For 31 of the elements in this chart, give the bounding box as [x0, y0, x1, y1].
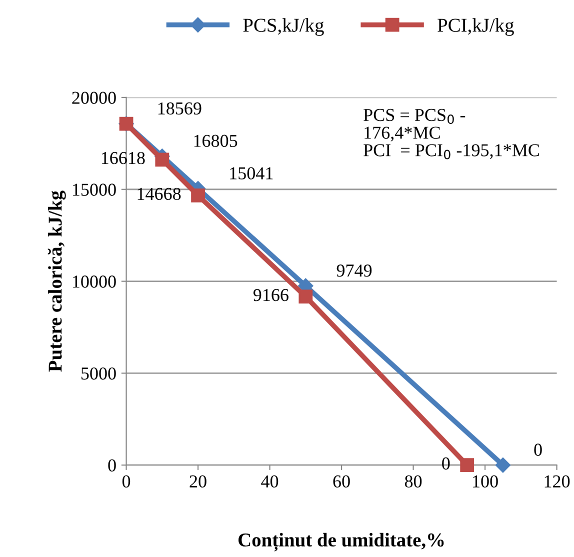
data-label: 0 — [534, 444, 542, 456]
y-tick-label: 0 — [108, 459, 116, 472]
data-label: 9166 — [253, 289, 288, 302]
x-tick-label: 80 — [404, 475, 422, 488]
x-tick-label: 20 — [190, 475, 206, 488]
point — [191, 188, 205, 202]
point — [298, 290, 313, 304]
x-tick-label: 100 — [473, 475, 498, 488]
y-tick-label: 10000 — [73, 276, 116, 288]
data-label: 16805 — [194, 134, 238, 147]
x-tick-label: 0 — [122, 475, 130, 488]
data-label: 9749 — [336, 264, 372, 277]
data-label: 16618 — [102, 152, 145, 164]
y-tick-label: 5000 — [81, 367, 116, 380]
data-label: 18569 — [158, 102, 202, 115]
x-axis-title: Conținut de umiditate,% — [238, 532, 444, 552]
x-tick-label: 60 — [333, 475, 350, 488]
data-label: 0 — [442, 457, 450, 470]
legend-label: PCS,kJ/kg — [243, 18, 324, 36]
text: PCS = PCS$_{0}$ - 176,4*MC PCI = PCI$_{0}$ -195,1*MC — [364, 108, 539, 160]
y-axis-title: Putere calorică, kJ/kg — [48, 190, 66, 372]
x-tick-label: 40 — [261, 475, 278, 488]
legend-label: PCI,kJ/kg — [438, 18, 514, 36]
data-label: 15041 — [230, 167, 273, 180]
point — [460, 458, 474, 472]
x-tick-label: 120 — [544, 475, 570, 488]
y-tick-label: 20000 — [72, 92, 116, 104]
point — [155, 152, 170, 167]
point — [495, 458, 511, 473]
data-label: 14668 — [138, 188, 181, 200]
y-tick-label: 15000 — [73, 184, 116, 196]
